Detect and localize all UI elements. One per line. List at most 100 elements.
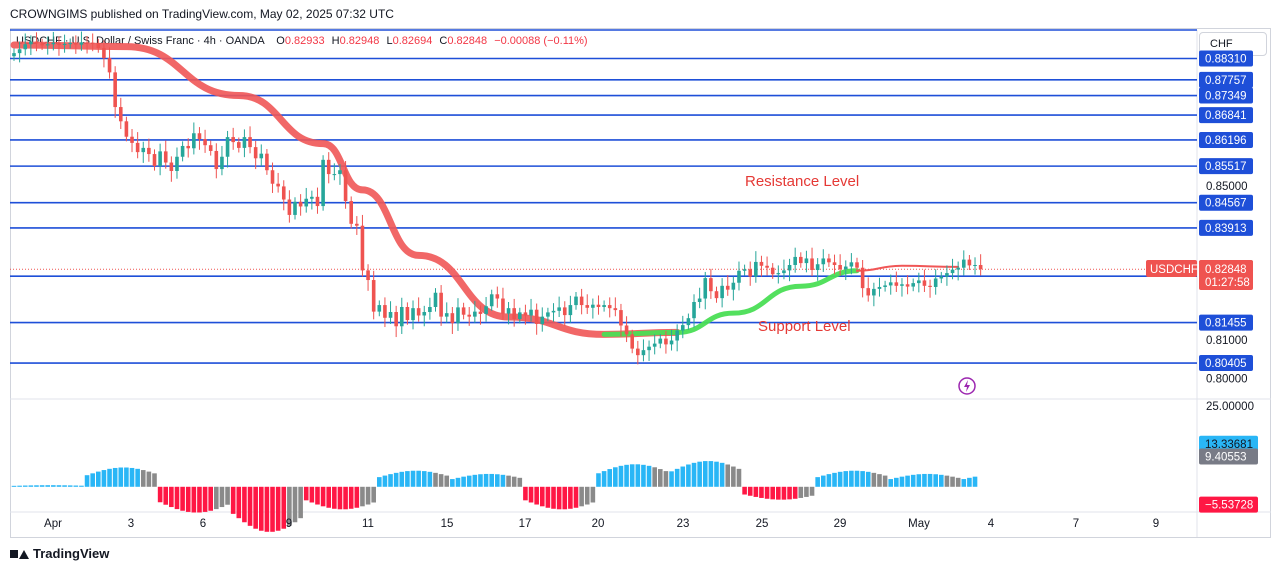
oscillator-bar: [506, 475, 511, 487]
candle-body: [804, 258, 809, 264]
oscillator-bar: [702, 461, 708, 487]
candle-body: [709, 278, 713, 292]
oscillator-bar: [719, 462, 725, 487]
candle-body: [939, 276, 944, 279]
candle-body: [872, 288, 876, 296]
candle-body: [731, 282, 736, 290]
oscillator-bar: [180, 486, 185, 511]
candle-body: [489, 294, 494, 307]
candle-body: [799, 256, 803, 264]
change-value: −0.00088 (−0.11%): [494, 35, 588, 47]
candle-body: [742, 269, 747, 271]
oscillator-bar: [258, 486, 264, 531]
candle-body: [34, 41, 39, 44]
level-label: 0.88310: [1205, 54, 1247, 66]
candle-body: [416, 308, 421, 316]
candle-body: [394, 312, 398, 327]
oscillator-bar: [101, 470, 107, 487]
oscillator-bar: [152, 473, 157, 487]
oscillator-bar: [613, 467, 618, 487]
oscillator-bar: [90, 473, 95, 487]
time-tick-label: 9: [1153, 518, 1159, 530]
tradingview-logo-icon: [10, 548, 29, 560]
oscillator-badge: [1199, 448, 1258, 465]
candle-body: [658, 338, 663, 344]
oscillator-bar: [219, 486, 225, 508]
candle-body: [810, 258, 814, 271]
oscillator-bar: [939, 474, 944, 487]
last-price-badge: [1199, 259, 1253, 290]
oscillator-bar: [584, 486, 590, 505]
candle-body: [433, 292, 438, 308]
oscillator-bar: [629, 464, 635, 487]
candle-body: [332, 174, 337, 176]
ma-falling-band: [10, 41, 681, 338]
time-tick-label: Apr: [44, 518, 62, 530]
candle-body: [248, 137, 252, 148]
candle-body: [57, 42, 61, 46]
symbol-tag-label: USDCHF: [1150, 264, 1198, 276]
oscillator-bar: [905, 475, 910, 487]
candle-body: [725, 285, 730, 290]
candle-body: [12, 53, 16, 57]
oscillator-bar: [753, 486, 759, 497]
candle-body: [883, 285, 887, 287]
oscillator-bar: [472, 474, 478, 487]
candle-body: [641, 350, 646, 356]
oscillator-bar: [112, 467, 118, 487]
candle-body: [270, 170, 275, 184]
tradingview-footer[interactable]: TradingView: [10, 546, 109, 561]
oscillator-bar: [174, 486, 180, 510]
oscillator-bar: [545, 486, 551, 508]
oscillator-bar: [809, 486, 815, 496]
candle-body: [118, 107, 123, 122]
oscillator-bar: [882, 475, 888, 487]
candle-body: [956, 267, 960, 270]
oscillator-bar: [787, 486, 792, 500]
candle-body: [456, 307, 460, 324]
candle-body: [444, 313, 449, 317]
candle-body: [130, 136, 134, 143]
oscillator-bar: [309, 486, 315, 503]
candle-body: [849, 262, 854, 267]
candle-body: [62, 43, 67, 46]
candle-body: [815, 264, 820, 271]
oscillator-bar: [438, 474, 444, 487]
candle-body: [748, 269, 753, 277]
candle-body: [68, 43, 72, 45]
candle-body: [697, 298, 702, 302]
candle-body: [371, 280, 376, 312]
oscillator-bar: [157, 486, 163, 503]
oscillator-bar: [22, 485, 28, 487]
candle-body: [754, 261, 758, 277]
candle-body: [96, 43, 101, 49]
oscillator-bar: [798, 486, 804, 498]
oscillator-bar: [635, 464, 641, 487]
candle-body: [293, 201, 297, 215]
candle-body: [231, 137, 235, 143]
oscillator-bar: [169, 486, 174, 508]
candle-body: [225, 137, 230, 157]
oscillator-badge-label: 9.40553: [1205, 451, 1247, 463]
level-badge: [1199, 219, 1253, 236]
oscillator-bar: [551, 486, 556, 509]
oscillator-bar: [483, 473, 489, 487]
candle-body: [523, 312, 528, 316]
oscillator-bar: [714, 461, 719, 487]
oscillator-bar: [556, 486, 562, 510]
countdown-label: 01:27:58: [1205, 277, 1250, 289]
oscillator-bar: [596, 473, 601, 487]
candle-body: [107, 58, 112, 73]
oscillator-bar: [972, 476, 978, 487]
oscillator-bar: [348, 486, 354, 509]
time-tick-label: 25: [756, 518, 769, 530]
level-badge: [1199, 314, 1253, 331]
candle-body: [922, 280, 927, 286]
candle-body: [596, 304, 601, 308]
oscillator-bar: [253, 486, 258, 529]
candle-body: [568, 305, 573, 316]
candle-body: [574, 296, 578, 306]
candle-body: [45, 44, 50, 46]
oscillator-bar: [944, 475, 950, 487]
